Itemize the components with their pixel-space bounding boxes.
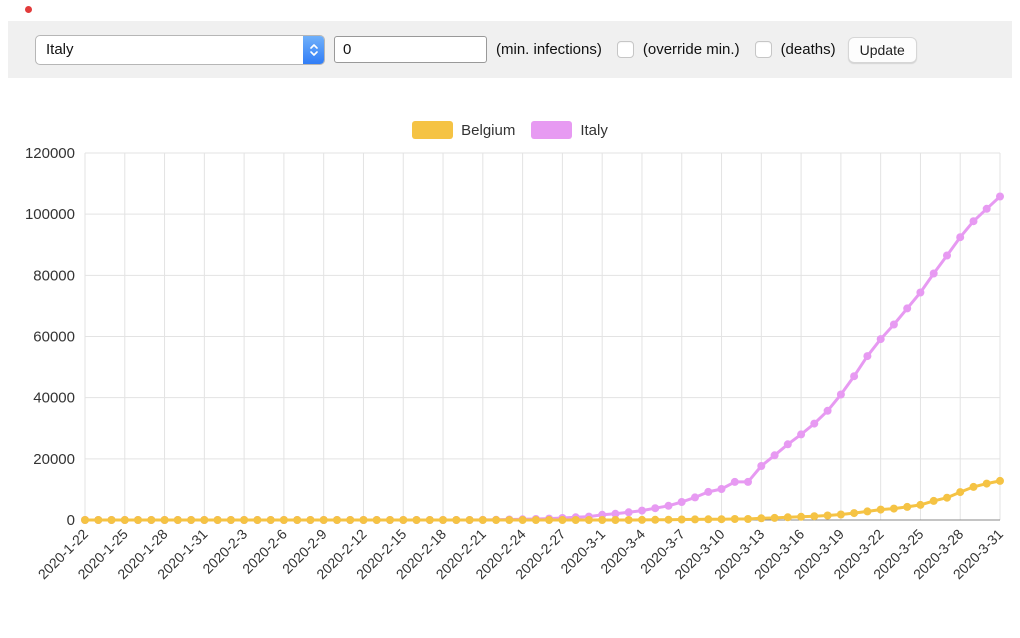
svg-text:40000: 40000 [33,390,75,407]
svg-text:20000: 20000 [33,451,75,468]
svg-text:0: 0 [67,512,75,529]
svg-text:120000: 120000 [25,145,75,162]
update-button[interactable]: Update [847,36,917,63]
recording-dot-icon [25,6,32,13]
min-infections-input[interactable] [334,36,487,63]
y-axis-labels: 0 20000 40000 60000 80000 100000 120000 [25,145,75,529]
country-select-value: Italy [46,41,74,58]
series-italy[interactable] [81,192,1004,525]
grid [84,152,1001,521]
override-min-label: (override min.) [642,41,740,58]
legend-item-belgium[interactable]: Belgium [412,121,515,139]
series-belgium[interactable] [81,476,1004,524]
legend-item-italy[interactable]: Italy [531,121,608,139]
legend-label: Belgium [461,121,516,139]
svg-text:80000: 80000 [33,267,75,284]
legend-label: Italy [580,121,608,139]
deaths-checkbox[interactable] [754,41,772,58]
override-min-checkbox[interactable] [616,41,634,58]
deaths-label: (deaths) [780,41,836,58]
chart-legend: Belgium Italy [0,120,1020,140]
select-stepper-icon [303,35,324,64]
line-chart[interactable]: 0 20000 40000 60000 80000 100000 120000 2020-1-… [0,143,1020,636]
svg-text:60000: 60000 [33,329,75,346]
country-select[interactable]: Italy [35,34,325,65]
toolbar: Italy (min. infections) (override min.) … [8,21,1012,78]
svg-text:100000: 100000 [25,206,75,223]
legend-swatch [412,121,454,139]
legend-swatch [531,121,573,139]
min-infections-label: (min. infections) [496,41,602,58]
x-axis-labels: 2020-1-222020-1-252020-1-282020-1-312020… [35,526,1007,583]
chart-area[interactable]: 0 20000 40000 60000 80000 100000 120000 2020-1-… [0,143,1020,636]
